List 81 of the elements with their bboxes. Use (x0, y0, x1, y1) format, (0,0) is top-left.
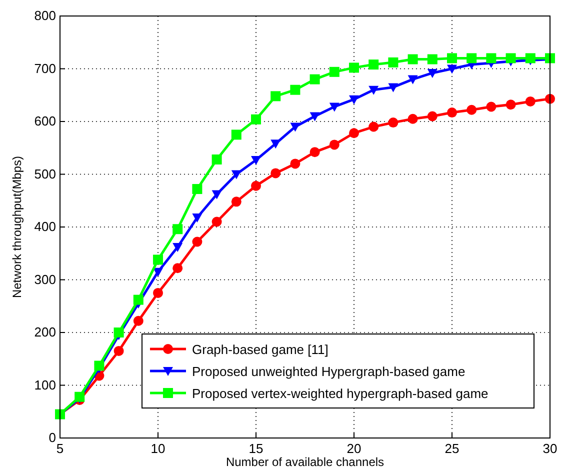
point (408, 114, 418, 124)
legend-label: Proposed unweighted Hypergraph-based game (192, 364, 466, 379)
legend-label: Proposed vertex-weighted hypergraph-based game (192, 386, 488, 401)
x-tick-label: 15 (248, 441, 264, 456)
point (153, 288, 163, 298)
point (231, 196, 242, 207)
point (251, 156, 261, 166)
y-tick-label: 600 (34, 114, 56, 128)
point (192, 236, 202, 247)
point (212, 190, 222, 200)
point (466, 104, 477, 115)
point (74, 392, 85, 402)
point (368, 60, 379, 70)
point (408, 54, 418, 64)
point (231, 170, 242, 180)
point (114, 346, 124, 356)
point (153, 268, 163, 277)
point (506, 100, 516, 110)
point (506, 53, 516, 64)
point (447, 108, 457, 118)
point (172, 224, 183, 234)
point (329, 66, 340, 77)
point (133, 294, 144, 305)
point (408, 75, 418, 84)
point (270, 168, 281, 178)
y-tick-label: 200 (34, 324, 56, 340)
y-tick-label: 300 (34, 272, 56, 287)
point (290, 84, 300, 95)
point (290, 158, 300, 169)
point (368, 122, 379, 132)
y-tick-label: 100 (34, 377, 56, 392)
y-tick-label: 0 (48, 430, 56, 445)
point (212, 154, 222, 164)
point (329, 102, 340, 112)
point (231, 130, 242, 140)
point (310, 74, 320, 84)
y-tick-label: 500 (34, 166, 56, 182)
point (310, 112, 320, 122)
point (172, 243, 183, 252)
x-tick-label: 20 (346, 441, 362, 456)
point (447, 53, 457, 64)
point (290, 122, 300, 132)
y-axis-title: Network throughput(Mbps) (10, 156, 24, 298)
point (525, 53, 536, 64)
point (212, 216, 222, 227)
point (388, 118, 398, 128)
x-tick-label: 5 (56, 441, 64, 456)
x-tick-label: 30 (542, 441, 558, 456)
point (349, 128, 359, 138)
point (270, 140, 281, 149)
y-tick-label: 800 (34, 8, 56, 23)
point (427, 54, 438, 64)
x-tick-label: 10 (150, 441, 166, 456)
point (368, 86, 379, 95)
x-tick-label: 25 (444, 441, 460, 456)
point (388, 57, 398, 68)
point (427, 111, 438, 122)
point (192, 214, 202, 223)
point (329, 140, 340, 150)
point (114, 328, 124, 338)
point (486, 53, 496, 64)
point (349, 95, 359, 104)
point (270, 91, 281, 102)
point (172, 263, 183, 274)
y-tick-label: 700 (34, 60, 56, 76)
point (153, 254, 163, 265)
point (388, 83, 398, 92)
point (486, 102, 496, 112)
y-tick-label: 400 (34, 219, 56, 234)
point (251, 114, 261, 124)
point (192, 184, 202, 194)
x-axis-title: Number of available channels (226, 455, 384, 469)
point (133, 316, 144, 326)
point (427, 68, 438, 78)
point (447, 64, 457, 74)
point (525, 96, 536, 106)
point (466, 53, 477, 64)
point (310, 147, 320, 158)
point (251, 180, 261, 191)
legend-label: Graph-based game [11] (192, 342, 328, 357)
point (349, 62, 359, 73)
